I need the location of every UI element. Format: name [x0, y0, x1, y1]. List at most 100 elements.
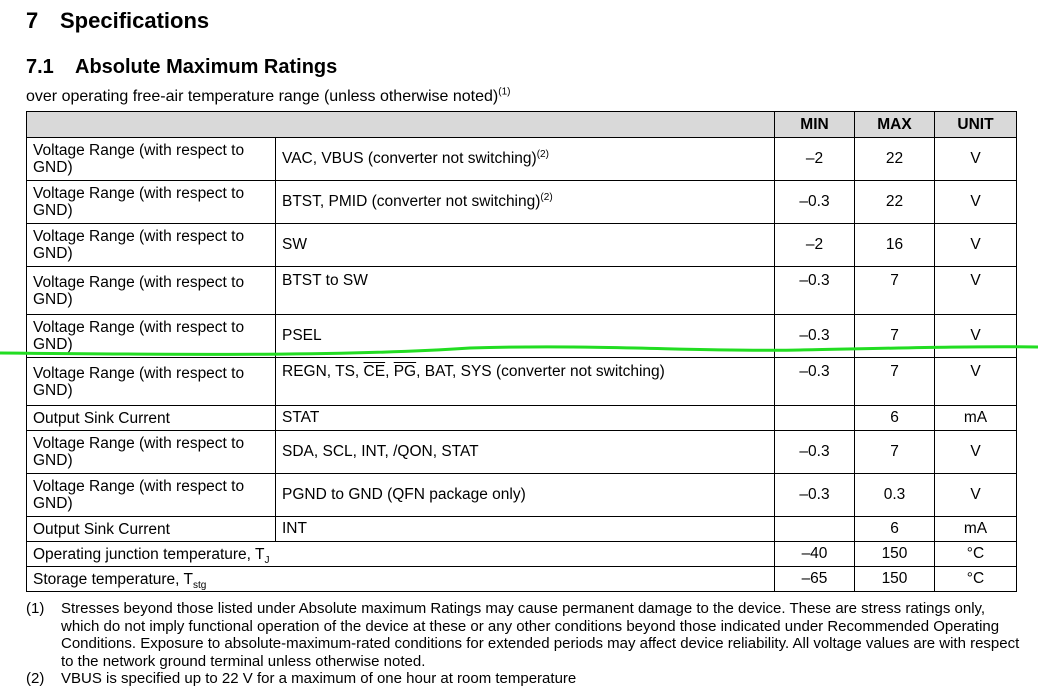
subsection-heading: 7.1 Absolute Maximum Ratings	[26, 56, 337, 79]
table-caption-text: over operating free-air temperature rang…	[26, 88, 499, 105]
min-cell: –40	[774, 541, 855, 567]
param-cell: Voltage Range (with respect to GND)	[26, 137, 276, 181]
unit-cell: V	[934, 137, 1017, 181]
unit-cell: V	[934, 266, 1017, 315]
param-cell: Voltage Range (with respect to GND)	[26, 430, 276, 474]
condition-cell: REGN, TS, CE, PG, BAT, SYS (converter no…	[275, 357, 775, 406]
unit-cell: V	[934, 180, 1017, 224]
min-cell: –0.3	[774, 180, 855, 224]
header-blank	[26, 111, 775, 138]
param-cell: Voltage Range (with respect to GND)	[26, 180, 276, 224]
unit-cell: V	[934, 357, 1017, 406]
param-cell: Voltage Range (with respect to GND)	[26, 266, 276, 315]
condition-text-b: ,	[385, 363, 394, 380]
condition-cell: SW	[275, 223, 775, 267]
section-heading: 7 Specifications	[26, 8, 209, 34]
unit-cell: V	[934, 430, 1017, 474]
header-max: MAX	[854, 111, 935, 138]
param-text: Storage temperature, T	[33, 570, 193, 588]
ce-signal: CE	[363, 363, 386, 380]
table-row: Output Sink Current INT 6 mA	[26, 516, 1017, 542]
footnote-ref: (2)	[536, 148, 549, 160]
footnote-ref: (2)	[540, 191, 553, 203]
footnote-mark: (1)	[26, 600, 45, 617]
max-cell: 22	[854, 137, 935, 181]
unit-cell: V	[934, 473, 1017, 517]
unit-cell: V	[934, 314, 1017, 358]
param-cell: Output Sink Current	[26, 405, 276, 431]
condition-text-a: REGN, TS,	[282, 363, 364, 380]
header-min: MIN	[774, 111, 855, 138]
condition-cell: PGND to GND (QFN package only)	[275, 473, 775, 517]
param-cell: Output Sink Current	[26, 516, 276, 542]
footnote-text: VBUS is specified up to 22 V for a maxim…	[61, 670, 577, 687]
param-cell: Voltage Range (with respect to GND)	[26, 314, 276, 358]
param-cell: Voltage Range (with respect to GND)	[26, 473, 276, 517]
max-cell: 0.3	[854, 473, 935, 517]
param-cell: Operating junction temperature, TJ	[26, 541, 775, 567]
max-cell: 6	[854, 405, 935, 431]
max-cell: 150	[854, 541, 935, 567]
table-row: Voltage Range (with respect to GND) BTST…	[26, 266, 1017, 315]
param-cell: Voltage Range (with respect to GND)	[26, 223, 276, 267]
max-cell: 7	[854, 314, 935, 358]
condition-cell: BTST, PMID (converter not switching)(2)	[275, 180, 775, 224]
min-cell: –2	[774, 137, 855, 181]
table-row: Voltage Range (with respect to GND) SDA,…	[26, 430, 1017, 474]
min-cell: –2	[774, 223, 855, 267]
min-cell: –0.3	[774, 266, 855, 315]
table-row: Operating junction temperature, TJ –40 1…	[26, 541, 1017, 567]
footnotes: (1) Stresses beyond those listed under A…	[26, 600, 1026, 688]
min-cell: –0.3	[774, 430, 855, 474]
condition-text: BTST, PMID (converter not switching)	[282, 193, 541, 210]
table-caption: over operating free-air temperature rang…	[26, 86, 511, 106]
table-row: Voltage Range (with respect to GND) REGN…	[26, 357, 1017, 406]
max-cell: 16	[854, 223, 935, 267]
table-row: Voltage Range (with respect to GND) VAC,…	[26, 137, 1017, 181]
table-row: Voltage Range (with respect to GND) BTST…	[26, 180, 1017, 224]
unit-cell: V	[934, 223, 1017, 267]
condition-cell: SDA, SCL, INT, /QON, STAT	[275, 430, 775, 474]
max-cell: 6	[854, 516, 935, 542]
param-cell: Voltage Range (with respect to GND)	[26, 357, 276, 406]
param-cell: Storage temperature, Tstg	[26, 566, 775, 592]
min-cell: –65	[774, 566, 855, 592]
max-cell: 22	[854, 180, 935, 224]
table-row: Voltage Range (with respect to GND) PGND…	[26, 473, 1017, 517]
min-cell: –0.3	[774, 357, 855, 406]
condition-text-c: , BAT, SYS (converter not switching)	[416, 363, 665, 380]
min-cell	[774, 405, 855, 431]
table-header-row: MIN MAX UNIT	[26, 111, 1017, 138]
section-number: 7	[26, 8, 39, 33]
subsection-title: Absolute Maximum Ratings	[75, 56, 338, 78]
param-subscript: stg	[192, 579, 207, 591]
condition-cell: INT	[275, 516, 775, 542]
table-row: Storage temperature, Tstg –65 150 °C	[26, 566, 1017, 592]
max-cell: 7	[854, 430, 935, 474]
pg-signal: PG	[393, 363, 417, 380]
footnote-mark: (2)	[26, 670, 45, 687]
max-cell: 7	[854, 266, 935, 315]
footnote-text: Stresses beyond those listed under Absol…	[61, 600, 1020, 670]
condition-cell: VAC, VBUS (converter not switching)(2)	[275, 137, 775, 181]
max-cell: 7	[854, 357, 935, 406]
table-row: Voltage Range (with respect to GND) PSEL…	[26, 314, 1017, 358]
max-cell: 150	[854, 566, 935, 592]
min-cell: –0.3	[774, 473, 855, 517]
subsection-number: 7.1	[26, 56, 54, 78]
header-unit: UNIT	[934, 111, 1017, 138]
condition-cell: BTST to SW	[275, 266, 775, 315]
param-text: Operating junction temperature, T	[33, 545, 265, 563]
param-subscript: J	[264, 554, 270, 566]
min-cell	[774, 516, 855, 542]
min-cell: –0.3	[774, 314, 855, 358]
section-title: Specifications	[60, 8, 210, 33]
condition-cell: STAT	[275, 405, 775, 431]
footnote-ref: (1)	[498, 86, 511, 98]
ratings-table: MIN MAX UNIT Voltage Range (with respect…	[26, 111, 1017, 592]
unit-cell: mA	[934, 516, 1017, 542]
unit-cell: mA	[934, 405, 1017, 431]
footnote-1: (1) Stresses beyond those listed under A…	[26, 600, 1026, 670]
unit-cell: °C	[934, 541, 1017, 567]
condition-cell: PSEL	[275, 314, 775, 358]
